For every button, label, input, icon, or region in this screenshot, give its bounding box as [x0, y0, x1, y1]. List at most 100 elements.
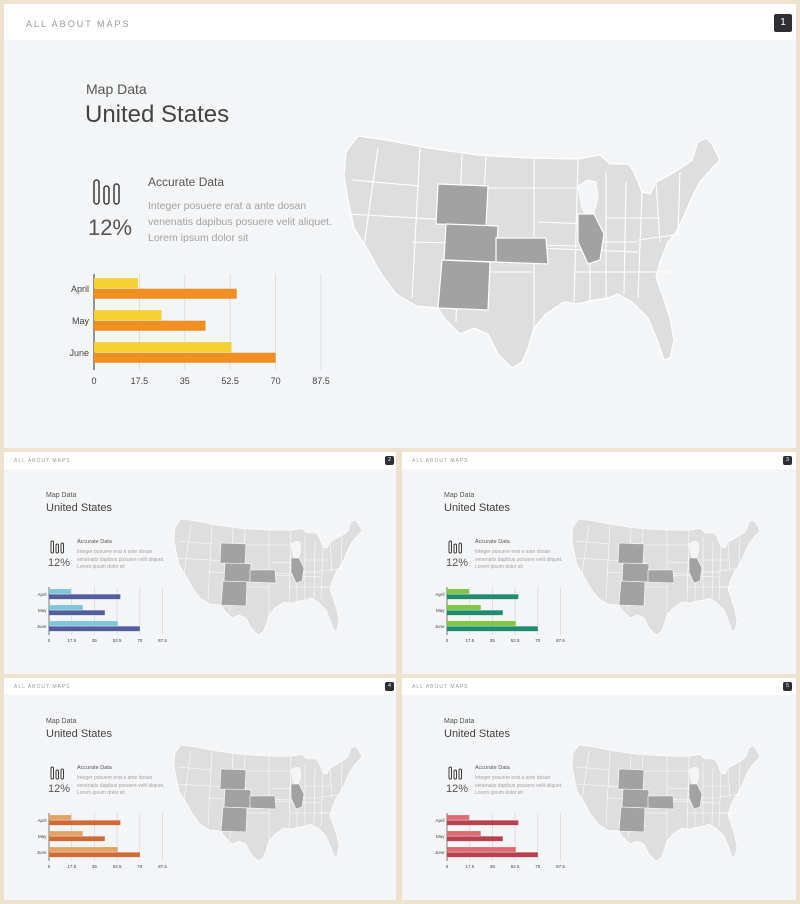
- icon-bar: [453, 543, 457, 554]
- highlighted-state: [223, 562, 252, 583]
- slide-3[interactable]: ALL ABOUT MAPS 3 Map Data United States …: [402, 452, 796, 674]
- percent-value: 12%: [446, 783, 469, 795]
- icon-bar: [50, 540, 54, 554]
- x-tick-label: 70: [535, 864, 541, 869]
- slide-1[interactable]: ALL ABOUT MAPS 1 Map Data United States …: [4, 4, 796, 448]
- x-tick-label: 0: [446, 864, 449, 869]
- state-border: [677, 171, 681, 235]
- state-border: [711, 541, 714, 599]
- x-tick-label: 17.5: [465, 864, 474, 869]
- x-tick-label: 35: [92, 638, 98, 643]
- bar-chart: April May June 0 17.5 35 52.5 70 87.5: [435, 587, 565, 643]
- bar: [49, 621, 118, 626]
- slide-4[interactable]: ALL ABOUT MAPS 4 Map Data United States …: [4, 678, 396, 900]
- highlighted-state: [617, 542, 645, 565]
- page-number: 1: [774, 14, 792, 32]
- x-tick-label: 0: [48, 638, 51, 643]
- great-lake: [577, 179, 599, 219]
- bar: [94, 352, 276, 363]
- highlighted-state: [688, 783, 703, 810]
- highlighted-state: [618, 580, 646, 607]
- state-border: [363, 147, 379, 247]
- accurate-data-title: Accurate Data: [77, 765, 112, 771]
- bar: [447, 836, 503, 842]
- bar: [49, 594, 121, 600]
- us-map: [343, 135, 721, 369]
- icon-bar: [458, 768, 462, 780]
- category-label: June: [435, 850, 445, 855]
- slide-header: ALL ABOUT MAPS 4: [4, 678, 396, 695]
- x-tick-label: 0: [446, 638, 449, 643]
- slide-5[interactable]: ALL ABOUT MAPS 5 Map Data United States …: [402, 678, 796, 900]
- highlighted-state: [220, 806, 248, 833]
- x-tick-label: 70: [137, 638, 143, 643]
- state-border: [605, 524, 611, 601]
- highlighted-state: [223, 788, 252, 809]
- brand-label: ALL ABOUT MAPS: [14, 684, 71, 690]
- x-tick-label: 70: [137, 864, 143, 869]
- map-data-label: Map Data: [46, 718, 77, 725]
- bar: [447, 605, 481, 610]
- x-tick-label: 17.5: [465, 638, 474, 643]
- x-tick-label: 70: [535, 638, 541, 643]
- x-tick-label: 17.5: [131, 376, 149, 386]
- map-data-label: Map Data: [444, 718, 475, 725]
- brand-label: ALL ABOUT MAPS: [412, 684, 469, 690]
- page-number: 3: [783, 456, 792, 465]
- bar-stat-icon: [92, 178, 122, 211]
- state-border: [727, 767, 731, 799]
- page-number: 4: [385, 682, 394, 691]
- us-map: [173, 744, 363, 862]
- x-tick-label: 87.5: [158, 864, 167, 869]
- icon-bar: [453, 769, 457, 780]
- icon-bar: [55, 769, 59, 780]
- state-border: [329, 767, 333, 799]
- category-label: May: [436, 834, 445, 839]
- accurate-data-title: Accurate Data: [475, 765, 510, 771]
- bar-stat-icon: [448, 766, 463, 785]
- icon-bar: [93, 179, 100, 205]
- percent-value: 12%: [48, 557, 71, 569]
- highlighted-state: [249, 795, 277, 810]
- accurate-data-text: Integer posuere erat a ante dosan venena…: [77, 775, 165, 796]
- icon-bar: [60, 768, 64, 780]
- highlighted-state: [577, 213, 605, 265]
- state-border: [320, 793, 344, 798]
- slide-2[interactable]: ALL ABOUT MAPS 2 Map Data United States …: [4, 452, 396, 674]
- highlighted-state: [621, 788, 650, 809]
- highlighted-state: [437, 259, 491, 311]
- bar: [49, 589, 72, 594]
- map-data-label: Map Data: [46, 492, 77, 499]
- bar: [447, 815, 470, 820]
- bar: [447, 621, 516, 626]
- bar: [447, 847, 516, 852]
- page-number: 5: [783, 682, 792, 691]
- bar-stat-icon: [448, 540, 463, 559]
- x-tick-label: 87.5: [158, 638, 167, 643]
- state-border: [686, 530, 690, 604]
- x-tick-label: 35: [92, 864, 98, 869]
- accurate-data-text: Integer posuere erat a ante dosan venena…: [475, 775, 563, 796]
- bar: [447, 831, 481, 836]
- highlighted-state: [435, 183, 489, 227]
- bar-stat-icon: [50, 540, 65, 559]
- accurate-data-text: Integer posuere erat a ante dosan venena…: [77, 549, 165, 570]
- category-label: May: [72, 316, 90, 326]
- map-data-label: Map Data: [444, 492, 475, 499]
- state-border: [581, 524, 590, 575]
- x-tick-label: 52.5: [511, 864, 520, 869]
- page-title: United States: [444, 728, 511, 740]
- page-title: United States: [46, 728, 113, 740]
- state-border: [320, 546, 324, 601]
- us-map: [571, 744, 761, 862]
- highlighted-state: [290, 557, 305, 584]
- bar-chart: April May June 0 17.5 35 52.5 70 87.5: [37, 587, 167, 643]
- state-border: [177, 540, 213, 545]
- state-border: [718, 772, 722, 827]
- bar: [447, 852, 538, 858]
- state-border: [351, 179, 421, 187]
- x-tick-label: 87.5: [312, 376, 330, 386]
- bar: [49, 831, 83, 836]
- state-border: [686, 756, 690, 830]
- state-border: [727, 541, 731, 573]
